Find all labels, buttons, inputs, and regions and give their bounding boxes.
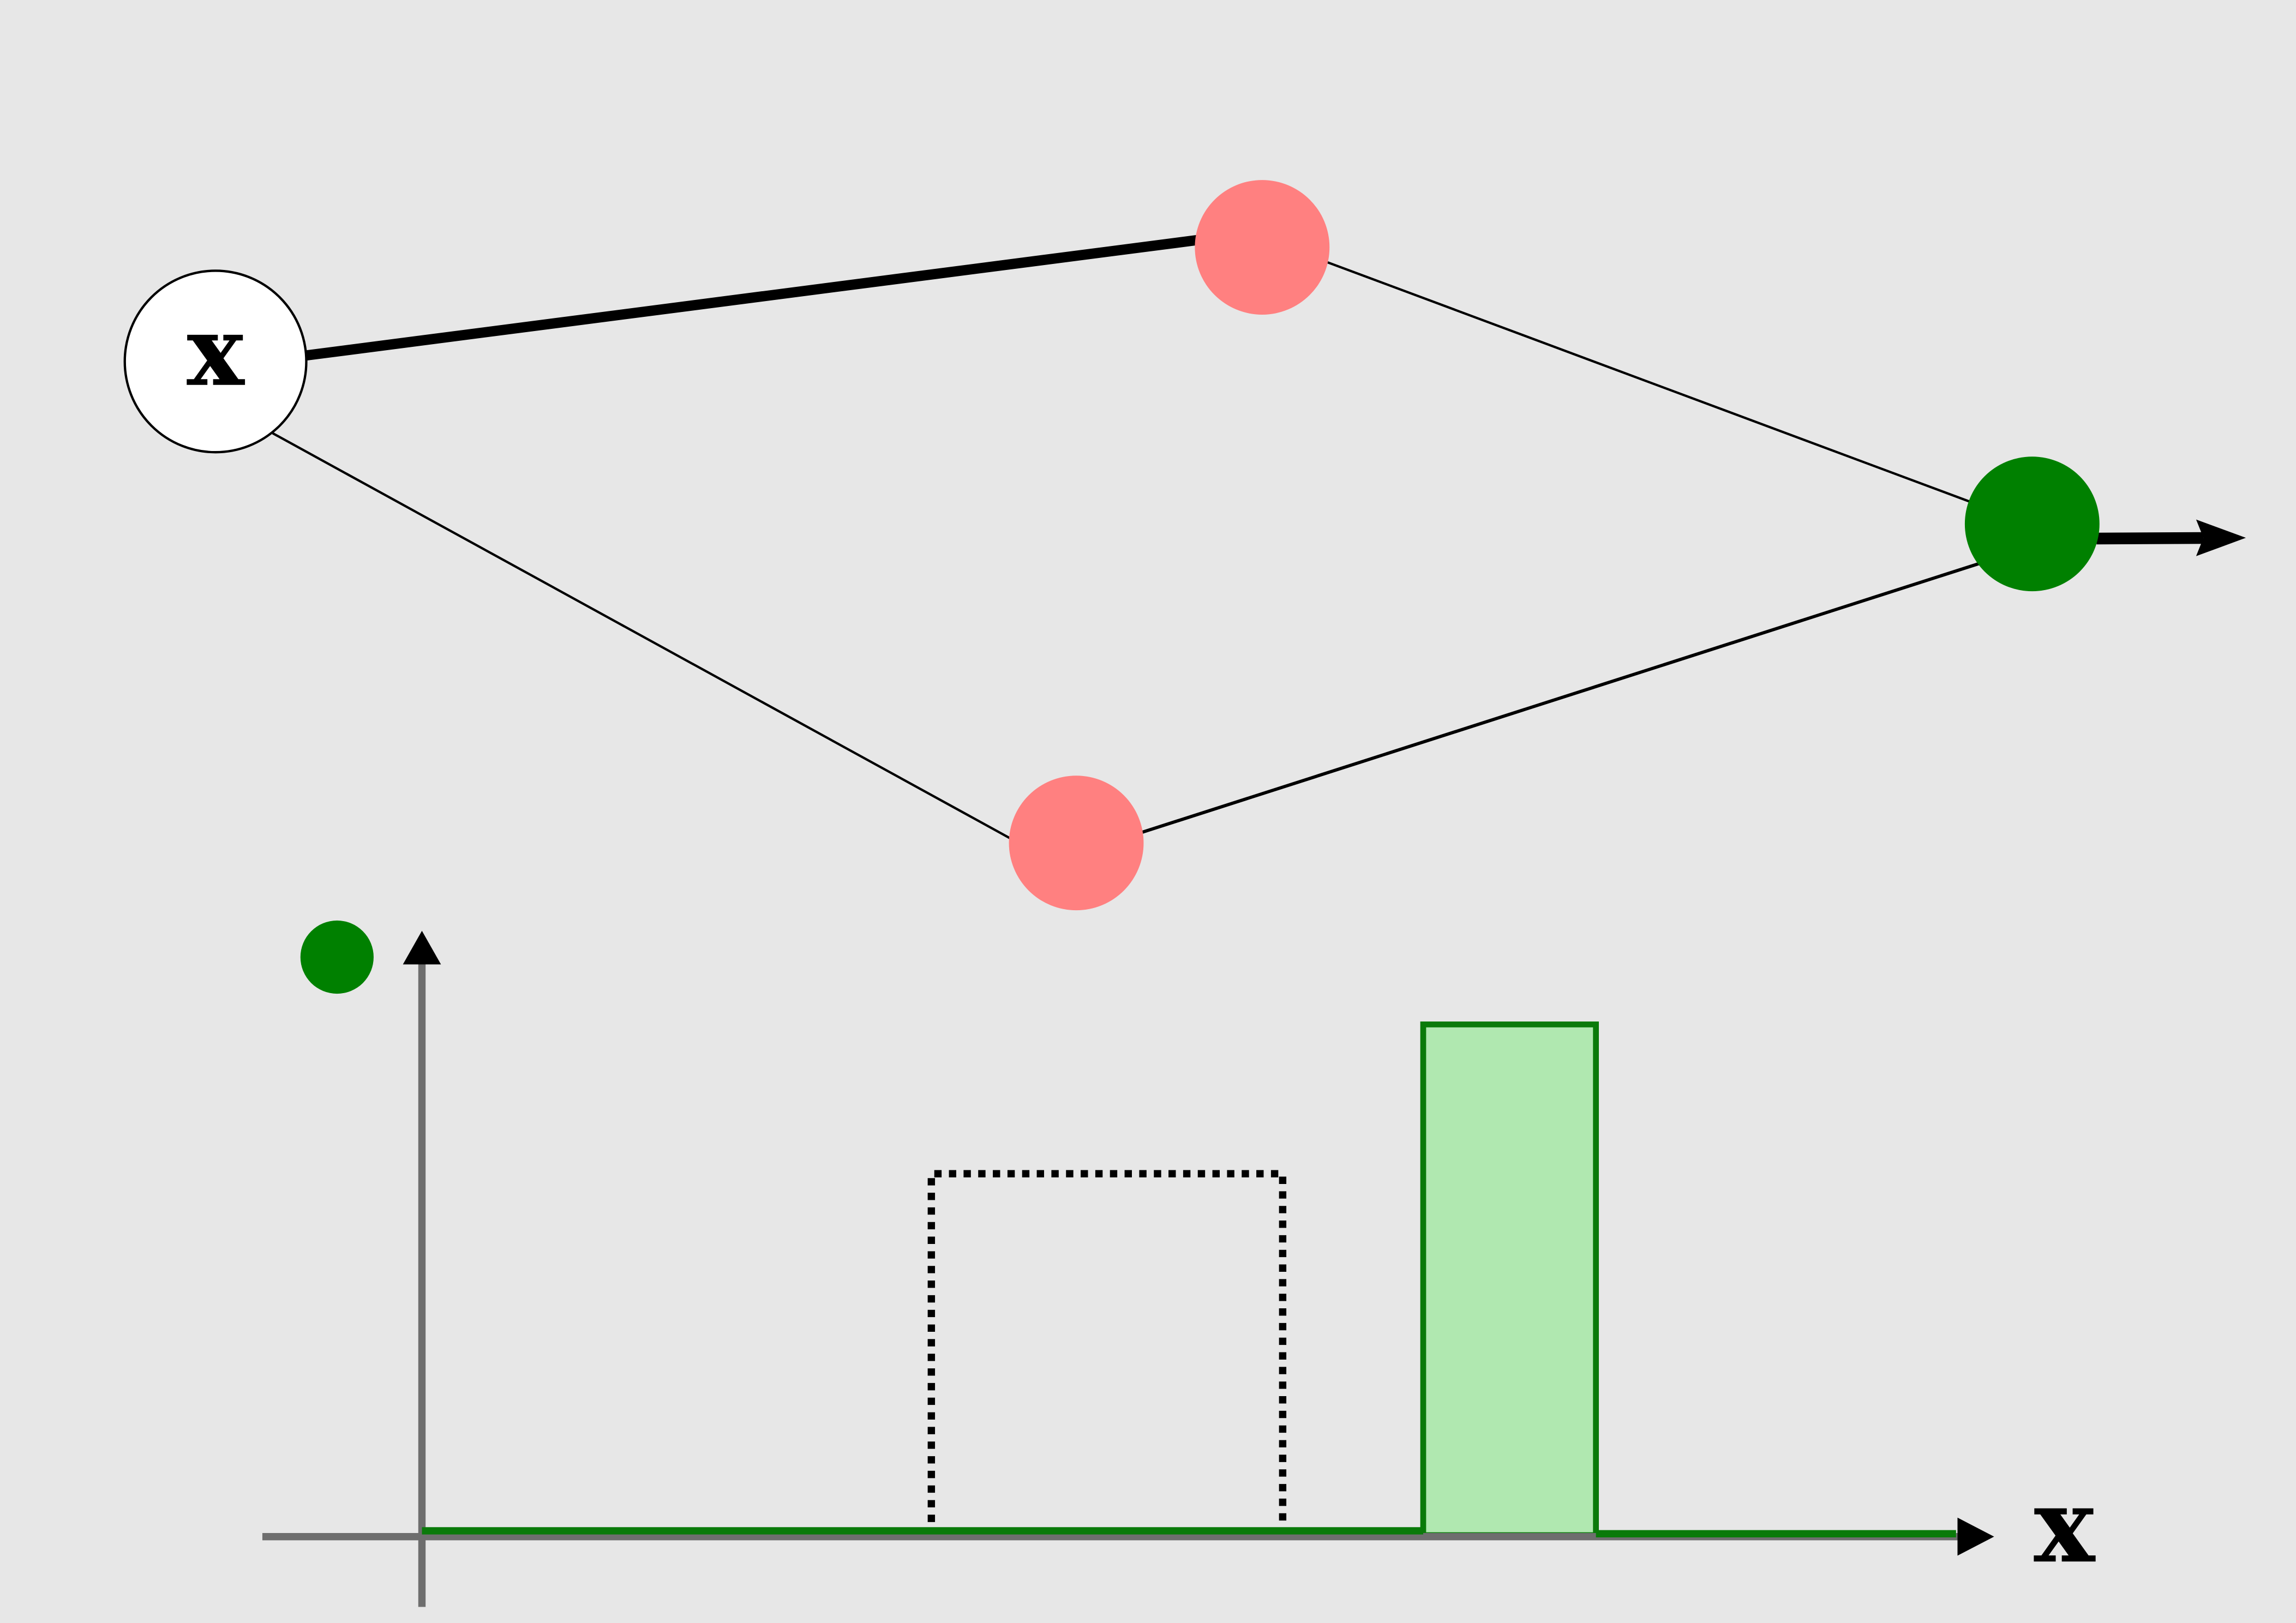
legend-marker-output	[300, 920, 374, 994]
hidden-node-bottom	[1009, 776, 1144, 911]
x-axis-label: x	[2034, 1466, 2096, 1586]
edge-hidden-top-to-output	[1326, 261, 1971, 503]
output-node	[1964, 456, 2100, 592]
input-node: x	[123, 269, 308, 454]
y-axis-arrowhead	[403, 930, 441, 965]
network-edges	[272, 235, 2246, 841]
dotted-box	[927, 1170, 1287, 1537]
input-node-circle	[123, 269, 308, 454]
x-axis-arrowhead	[1957, 1517, 1994, 1556]
hidden-node-top	[1195, 180, 1330, 315]
output-arrowhead	[2196, 519, 2246, 556]
output-plot: x	[262, 920, 2096, 1607]
input-node-label: x	[187, 294, 245, 408]
edge-input-to-hidden-bottom	[272, 432, 1014, 841]
edge-hidden-bottom-to-output	[1140, 562, 1980, 834]
output-bump	[1420, 1021, 1599, 1538]
edge-input-to-hidden-top	[304, 235, 1198, 361]
output-baseline	[422, 1527, 1956, 1538]
